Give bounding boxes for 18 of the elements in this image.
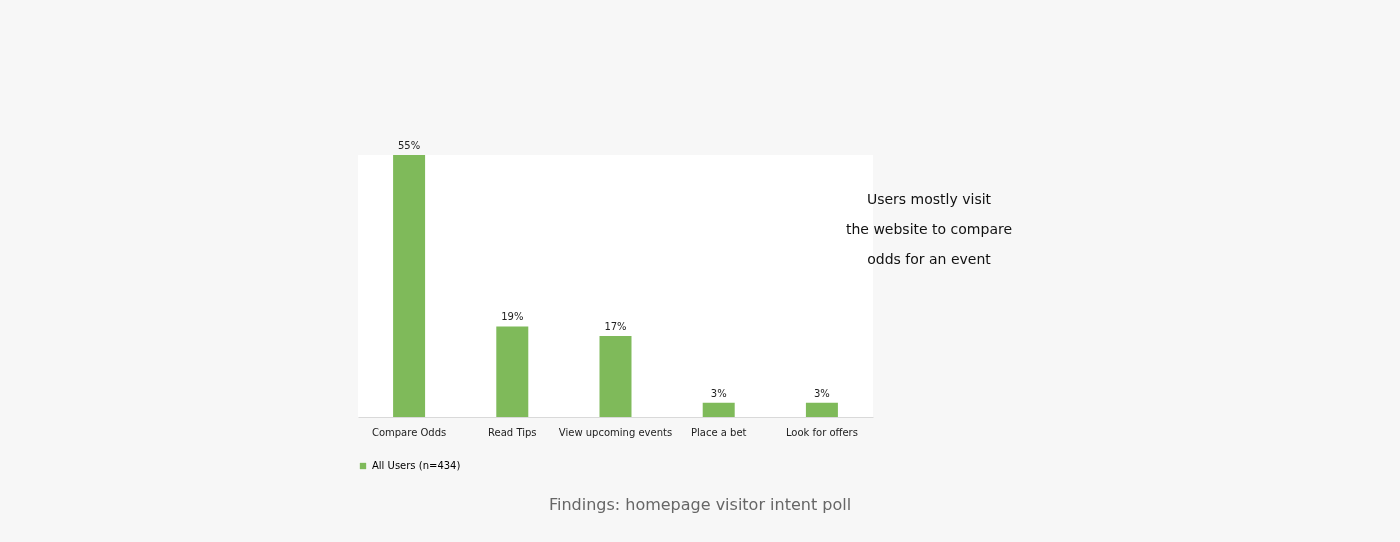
bar bbox=[599, 336, 632, 417]
bar bbox=[702, 402, 735, 417]
annotation: Users mostly visit the website to compare odds for an event bbox=[845, 191, 1013, 267]
x-tick-label: Compare Odds bbox=[371, 426, 447, 438]
data-label: 3% bbox=[813, 387, 830, 399]
data-label: 55% bbox=[397, 140, 421, 151]
data-label: 19% bbox=[501, 311, 524, 323]
x-tick-label: Place a bet bbox=[690, 426, 747, 438]
bar bbox=[805, 402, 838, 417]
bar bbox=[496, 326, 529, 417]
x-tick-label: Read Tips bbox=[488, 426, 537, 438]
bar bbox=[393, 155, 426, 417]
legend-label: All Users (n=434) bbox=[372, 460, 461, 471]
text: Findings: homepage visitor intent poll bbox=[548, 495, 852, 514]
x-tick-label: View upcoming events bbox=[558, 426, 673, 438]
x-tick-label: Look for offers bbox=[785, 426, 858, 438]
data-label: 17% bbox=[604, 321, 627, 333]
data-label: 3% bbox=[710, 387, 727, 399]
